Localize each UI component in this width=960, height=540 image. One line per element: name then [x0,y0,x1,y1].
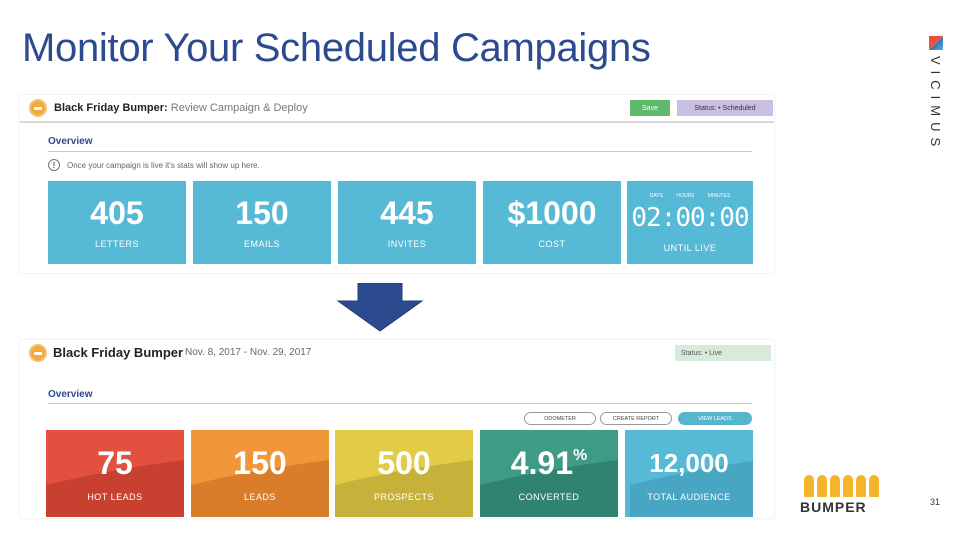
tile-wave-path [335,460,473,517]
stat-tile-converted: 4.91% CONVERTED [480,430,618,517]
stat-value: 500 [377,445,431,481]
campaign-header: Black Friday Bumper Nov. 8, 2017 - Nov. … [20,340,774,368]
countdown-timer: 02:00:00 [631,203,749,233]
stat-value: 150 [235,195,289,231]
stat-tile-total-audience: 12,000 TOTAL AUDIENCE [625,430,753,517]
vicimus-wordmark: VICIMUS [928,56,943,153]
tile-wave-shape [630,460,753,517]
stat-tile-invites: 445 INVITES [338,181,476,264]
vicimus-mark-icon [929,36,943,50]
odometer-button[interactable]: ODOMETER [524,412,596,425]
info-icon: ! [48,159,60,171]
stat-label: HOT LEADS [87,492,143,502]
countdown-label: UNTIL LIVE [663,243,717,253]
bumper-pillars-icon [804,475,890,497]
tile-wave-shape [191,460,329,517]
stat-tile-cost: $1000 COST [483,181,621,264]
campaign-dates: Nov. 8, 2017 - Nov. 29, 2017 [185,347,312,358]
stat-label: INVITES [387,239,427,249]
stat-suffix: % [573,447,588,464]
stat-number: 4.91 [510,445,574,481]
tile-wave-shape [335,460,473,517]
stat-value: 150 [233,445,287,481]
save-button[interactable]: Save [630,100,670,116]
vicimus-logo: VICIMUS [925,36,947,152]
campaign-title: Black Friday Bumper: Review Campaign & D… [54,102,308,114]
campaign-step: Review Campaign & Deploy [170,102,308,114]
countdown-tile: DAYS HOURS MINUTES 02:00:00 UNTIL LIVE [627,181,753,264]
campaign-name: Black Friday Bumper [53,345,184,360]
stat-tile-prospects: 500 PROSPECTS [335,430,473,517]
stat-value: 445 [380,195,434,231]
stat-value: 75 [97,445,133,481]
bumper-app-icon [29,344,47,362]
stat-tile-letters: 405 LETTERS [48,181,186,264]
tile-wave-path [630,460,753,517]
overview-divider [48,403,752,404]
stat-tile-leads: 150 LEADS [191,430,329,517]
bumper-logo: BUMPER [800,475,890,520]
timer-hours-label: HOURS [676,193,695,199]
overview-heading: Overview [48,136,93,147]
stat-tile-emails: 150 EMAILS [193,181,331,264]
timer-days-label: DAYS [649,193,663,199]
tile-wave-path [191,460,329,517]
info-message: ! Once your campaign is live it's stats … [48,159,260,171]
stat-value: 4.91% [480,445,618,482]
campaign-name: Black Friday Bumper: [54,102,168,114]
overview-heading: Overview [48,389,93,400]
tile-wave-path [480,460,618,517]
timer-minutes-label: MINUTES [707,193,731,199]
bumper-app-icon [29,99,47,117]
scheduled-campaign-panel: Black Friday Bumper: Review Campaign & D… [20,95,774,273]
stat-value: 12,000 [649,448,729,478]
down-arrow-icon [336,283,424,332]
tile-wave-shape [480,460,618,517]
status-badge: Status: • Scheduled [677,100,773,116]
slide-title: Monitor Your Scheduled Campaigns [22,26,651,70]
bumper-wordmark: BUMPER [800,499,867,515]
stat-tile-hot-leads: 75 HOT LEADS [46,430,184,517]
stat-value: 405 [90,195,144,231]
down-arrow-shape [336,283,424,332]
stat-label: PROSPECTS [373,492,434,502]
tile-wave-path [46,460,184,517]
page-number: 31 [930,497,941,507]
campaign-header: Black Friday Bumper: Review Campaign & D… [20,95,774,123]
create-report-button[interactable]: CREATE REPORT [600,412,672,425]
tile-wave-shape [46,460,184,517]
stat-label: COST [538,239,566,249]
stat-label: TOTAL AUDIENCE [647,492,731,502]
stat-label: CONVERTED [518,492,580,502]
overview-divider [48,151,752,152]
timer-headings: DAYS HOURS MINUTES [627,193,753,199]
stat-value: $1000 [507,195,597,231]
info-text: Once your campaign is live it's stats wi… [67,160,260,170]
stat-label: LEADS [243,492,276,502]
stat-label: EMAILS [243,239,280,249]
view-leads-button[interactable]: VIEW LEADS [678,412,752,425]
stat-label: LETTERS [94,239,139,249]
live-campaign-panel: Black Friday Bumper Nov. 8, 2017 - Nov. … [20,340,774,518]
status-badge: Status: • Live [675,345,771,361]
